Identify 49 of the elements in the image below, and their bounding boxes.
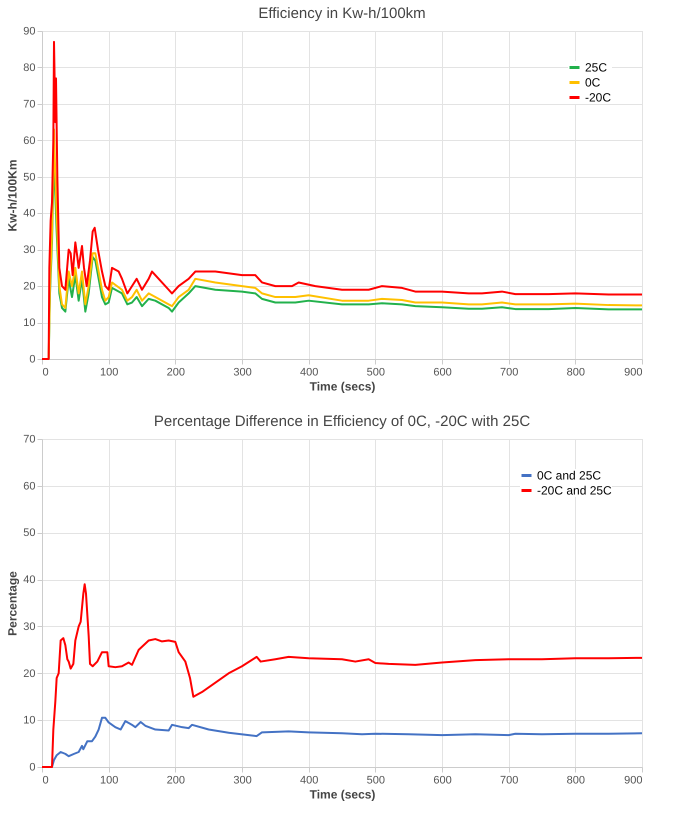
y-tick-label: 20 — [23, 280, 36, 293]
x-tick-label: 200 — [166, 774, 186, 786]
legend-label: -20C and 25C — [537, 484, 612, 498]
x-tick-label: 400 — [300, 366, 318, 378]
x-tick-label: 900 — [624, 774, 642, 786]
y-tick-label: 70 — [23, 98, 36, 110]
y-tick-label: 40 — [23, 574, 36, 586]
chart-title: Percentage Difference in Efficiency of 0C, -20C with 25C — [154, 413, 530, 430]
y-tick-label: 60 — [23, 480, 36, 492]
x-tick-label: 200 — [166, 366, 186, 378]
legend-label: 0C and 25C — [537, 468, 602, 482]
y-tick-label: 90 — [23, 26, 36, 38]
y-tick-label: 30 — [23, 244, 36, 256]
x-tick-label: 100 — [100, 366, 118, 378]
x-tick-label: 700 — [500, 774, 518, 786]
y-tick-label: 30 — [23, 620, 36, 633]
x-tick-label: 600 — [433, 366, 452, 378]
y-tick-label: 50 — [23, 527, 36, 540]
x-axis-title: Time (secs) — [310, 788, 376, 802]
legend-label: -20C — [585, 90, 612, 104]
x-tick-label: 600 — [433, 774, 452, 786]
x-tick-label: 0 — [42, 366, 49, 378]
y-tick-label: 10 — [23, 714, 36, 727]
x-tick-label: 300 — [233, 774, 252, 786]
y-tick-label: 80 — [23, 62, 36, 74]
x-tick-label: 400 — [300, 774, 318, 786]
y-tick-label: 60 — [23, 134, 36, 147]
x-tick-label: 800 — [566, 774, 586, 786]
x-tick-label: 900 — [624, 366, 642, 378]
chart-title: Efficiency in Kw-h/100km — [258, 5, 426, 22]
x-tick-label: 500 — [366, 366, 386, 378]
legend-label: 25C — [585, 60, 608, 74]
x-tick-label: 300 — [233, 366, 252, 378]
x-axis-title: Time (secs) — [310, 380, 376, 394]
x-tick-label: 800 — [566, 366, 586, 378]
y-tick-label: 70 — [23, 434, 36, 446]
y-tick-label: 50 — [23, 171, 36, 184]
y-tick-label: 0 — [29, 354, 36, 366]
y-axis-title: Percentage — [5, 570, 20, 636]
legend-label: 0C — [585, 76, 601, 90]
x-tick-label: 0 — [42, 774, 49, 786]
x-tick-label: 700 — [500, 366, 518, 378]
y-axis-title: Kw-h/100Km — [5, 159, 20, 232]
x-tick-label: 500 — [366, 774, 386, 786]
y-tick-label: 20 — [23, 668, 36, 680]
y-tick-label: 0 — [29, 762, 36, 774]
y-tick-label: 10 — [23, 317, 36, 330]
y-tick-label: 40 — [23, 208, 36, 220]
x-tick-label: 100 — [100, 774, 118, 786]
